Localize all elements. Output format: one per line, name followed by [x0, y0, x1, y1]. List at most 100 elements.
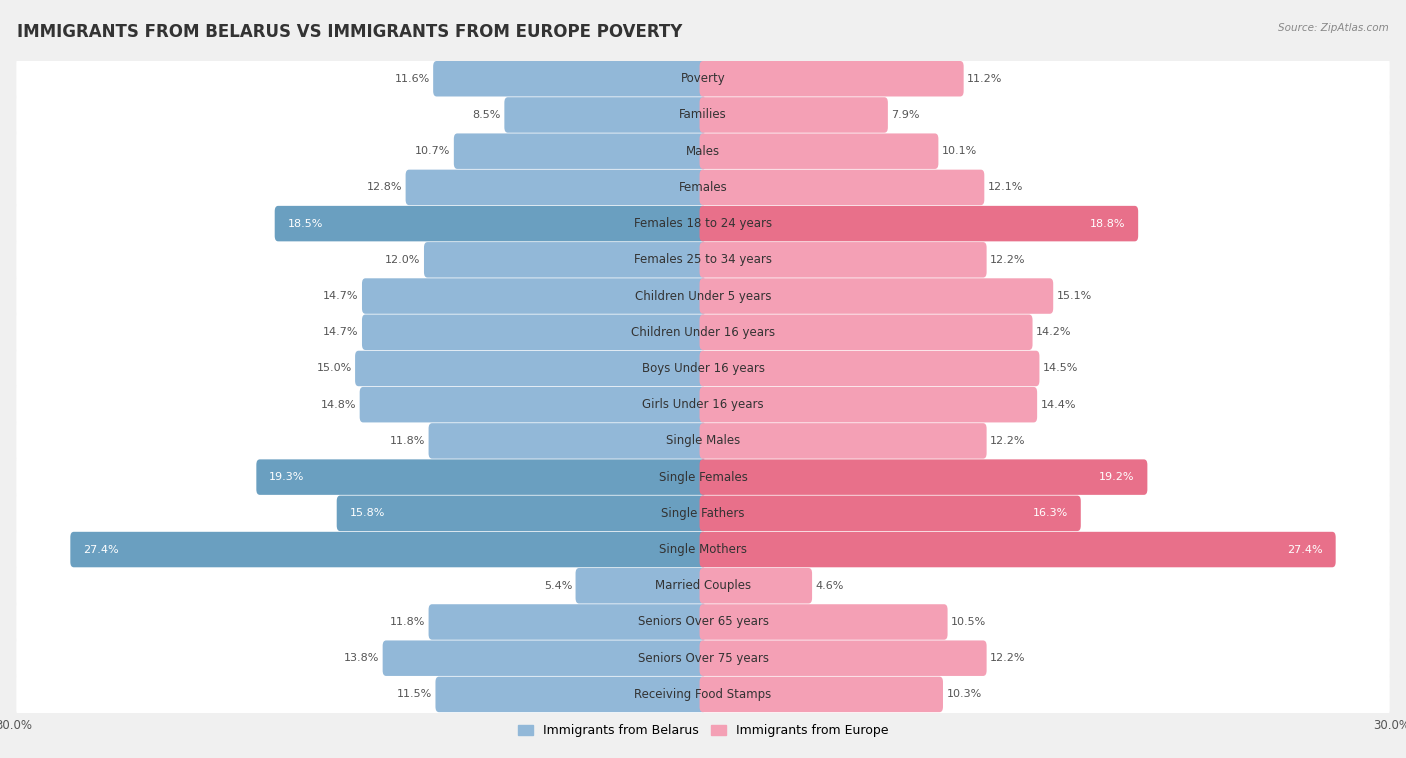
FancyBboxPatch shape: [361, 315, 706, 350]
FancyBboxPatch shape: [274, 206, 706, 241]
FancyBboxPatch shape: [700, 242, 987, 277]
FancyBboxPatch shape: [17, 129, 1389, 174]
Text: 19.2%: 19.2%: [1099, 472, 1135, 482]
Text: Seniors Over 75 years: Seniors Over 75 years: [637, 652, 769, 665]
Text: Single Fathers: Single Fathers: [661, 507, 745, 520]
FancyBboxPatch shape: [454, 133, 706, 169]
FancyBboxPatch shape: [700, 641, 987, 676]
FancyBboxPatch shape: [700, 387, 1038, 422]
Text: Females 18 to 24 years: Females 18 to 24 years: [634, 217, 772, 230]
Text: 13.8%: 13.8%: [344, 653, 380, 663]
Text: 14.5%: 14.5%: [1043, 364, 1078, 374]
Text: Poverty: Poverty: [681, 72, 725, 85]
Text: Children Under 16 years: Children Under 16 years: [631, 326, 775, 339]
FancyBboxPatch shape: [700, 496, 1081, 531]
FancyBboxPatch shape: [256, 459, 706, 495]
Text: Children Under 5 years: Children Under 5 years: [634, 290, 772, 302]
FancyBboxPatch shape: [700, 604, 948, 640]
FancyBboxPatch shape: [700, 423, 987, 459]
FancyBboxPatch shape: [505, 97, 706, 133]
Text: Single Mothers: Single Mothers: [659, 543, 747, 556]
FancyBboxPatch shape: [17, 636, 1389, 681]
FancyBboxPatch shape: [17, 56, 1389, 102]
Text: Single Females: Single Females: [658, 471, 748, 484]
Text: 12.2%: 12.2%: [990, 653, 1025, 663]
Text: 12.2%: 12.2%: [990, 255, 1025, 265]
FancyBboxPatch shape: [405, 170, 706, 205]
FancyBboxPatch shape: [17, 455, 1389, 500]
FancyBboxPatch shape: [17, 201, 1389, 246]
Text: 5.4%: 5.4%: [544, 581, 572, 590]
Text: 14.7%: 14.7%: [323, 327, 359, 337]
FancyBboxPatch shape: [17, 237, 1389, 282]
Text: 14.4%: 14.4%: [1040, 399, 1076, 409]
Text: 12.0%: 12.0%: [385, 255, 420, 265]
Text: 18.5%: 18.5%: [287, 218, 323, 229]
FancyBboxPatch shape: [436, 677, 706, 713]
Text: 8.5%: 8.5%: [472, 110, 501, 120]
Text: 15.1%: 15.1%: [1057, 291, 1092, 301]
Text: 4.6%: 4.6%: [815, 581, 844, 590]
Text: 15.8%: 15.8%: [349, 509, 385, 518]
FancyBboxPatch shape: [700, 170, 984, 205]
FancyBboxPatch shape: [17, 92, 1389, 137]
Text: 11.8%: 11.8%: [389, 436, 425, 446]
FancyBboxPatch shape: [382, 641, 706, 676]
FancyBboxPatch shape: [700, 568, 813, 603]
FancyBboxPatch shape: [17, 491, 1389, 536]
Text: Single Males: Single Males: [666, 434, 740, 447]
Text: 19.3%: 19.3%: [269, 472, 304, 482]
Text: 10.1%: 10.1%: [942, 146, 977, 156]
Text: 27.4%: 27.4%: [1288, 544, 1323, 555]
Text: 12.8%: 12.8%: [367, 183, 402, 193]
FancyBboxPatch shape: [433, 61, 706, 96]
FancyBboxPatch shape: [17, 382, 1389, 428]
FancyBboxPatch shape: [700, 351, 1039, 387]
Text: 10.5%: 10.5%: [950, 617, 986, 627]
Legend: Immigrants from Belarus, Immigrants from Europe: Immigrants from Belarus, Immigrants from…: [513, 719, 893, 742]
FancyBboxPatch shape: [700, 97, 887, 133]
Text: 10.7%: 10.7%: [415, 146, 450, 156]
Text: Females: Females: [679, 181, 727, 194]
Text: 16.3%: 16.3%: [1033, 509, 1069, 518]
FancyBboxPatch shape: [429, 423, 706, 459]
FancyBboxPatch shape: [700, 61, 963, 96]
FancyBboxPatch shape: [575, 568, 706, 603]
FancyBboxPatch shape: [17, 563, 1389, 608]
FancyBboxPatch shape: [700, 532, 1336, 567]
Text: 15.0%: 15.0%: [316, 364, 352, 374]
Text: 7.9%: 7.9%: [891, 110, 920, 120]
Text: Receiving Food Stamps: Receiving Food Stamps: [634, 688, 772, 701]
FancyBboxPatch shape: [336, 496, 706, 531]
FancyBboxPatch shape: [700, 133, 938, 169]
FancyBboxPatch shape: [361, 278, 706, 314]
Text: 11.2%: 11.2%: [967, 74, 1002, 83]
FancyBboxPatch shape: [700, 459, 1147, 495]
Text: Boys Under 16 years: Boys Under 16 years: [641, 362, 765, 375]
Text: 12.1%: 12.1%: [988, 183, 1024, 193]
FancyBboxPatch shape: [700, 677, 943, 713]
FancyBboxPatch shape: [17, 418, 1389, 463]
Text: Source: ZipAtlas.com: Source: ZipAtlas.com: [1278, 23, 1389, 33]
FancyBboxPatch shape: [17, 672, 1389, 717]
Text: 27.4%: 27.4%: [83, 544, 118, 555]
Text: Females 25 to 34 years: Females 25 to 34 years: [634, 253, 772, 266]
Text: 10.3%: 10.3%: [946, 690, 981, 700]
Text: 18.8%: 18.8%: [1090, 218, 1126, 229]
FancyBboxPatch shape: [17, 527, 1389, 572]
Text: Seniors Over 65 years: Seniors Over 65 years: [637, 615, 769, 628]
Text: Families: Families: [679, 108, 727, 121]
FancyBboxPatch shape: [356, 351, 706, 387]
FancyBboxPatch shape: [17, 165, 1389, 210]
FancyBboxPatch shape: [700, 206, 1139, 241]
FancyBboxPatch shape: [360, 387, 706, 422]
Text: 11.8%: 11.8%: [389, 617, 425, 627]
FancyBboxPatch shape: [17, 600, 1389, 644]
FancyBboxPatch shape: [70, 532, 706, 567]
Text: Males: Males: [686, 145, 720, 158]
Text: 14.7%: 14.7%: [323, 291, 359, 301]
Text: 11.6%: 11.6%: [395, 74, 430, 83]
Text: IMMIGRANTS FROM BELARUS VS IMMIGRANTS FROM EUROPE POVERTY: IMMIGRANTS FROM BELARUS VS IMMIGRANTS FR…: [17, 23, 682, 41]
FancyBboxPatch shape: [425, 242, 706, 277]
Text: 12.2%: 12.2%: [990, 436, 1025, 446]
